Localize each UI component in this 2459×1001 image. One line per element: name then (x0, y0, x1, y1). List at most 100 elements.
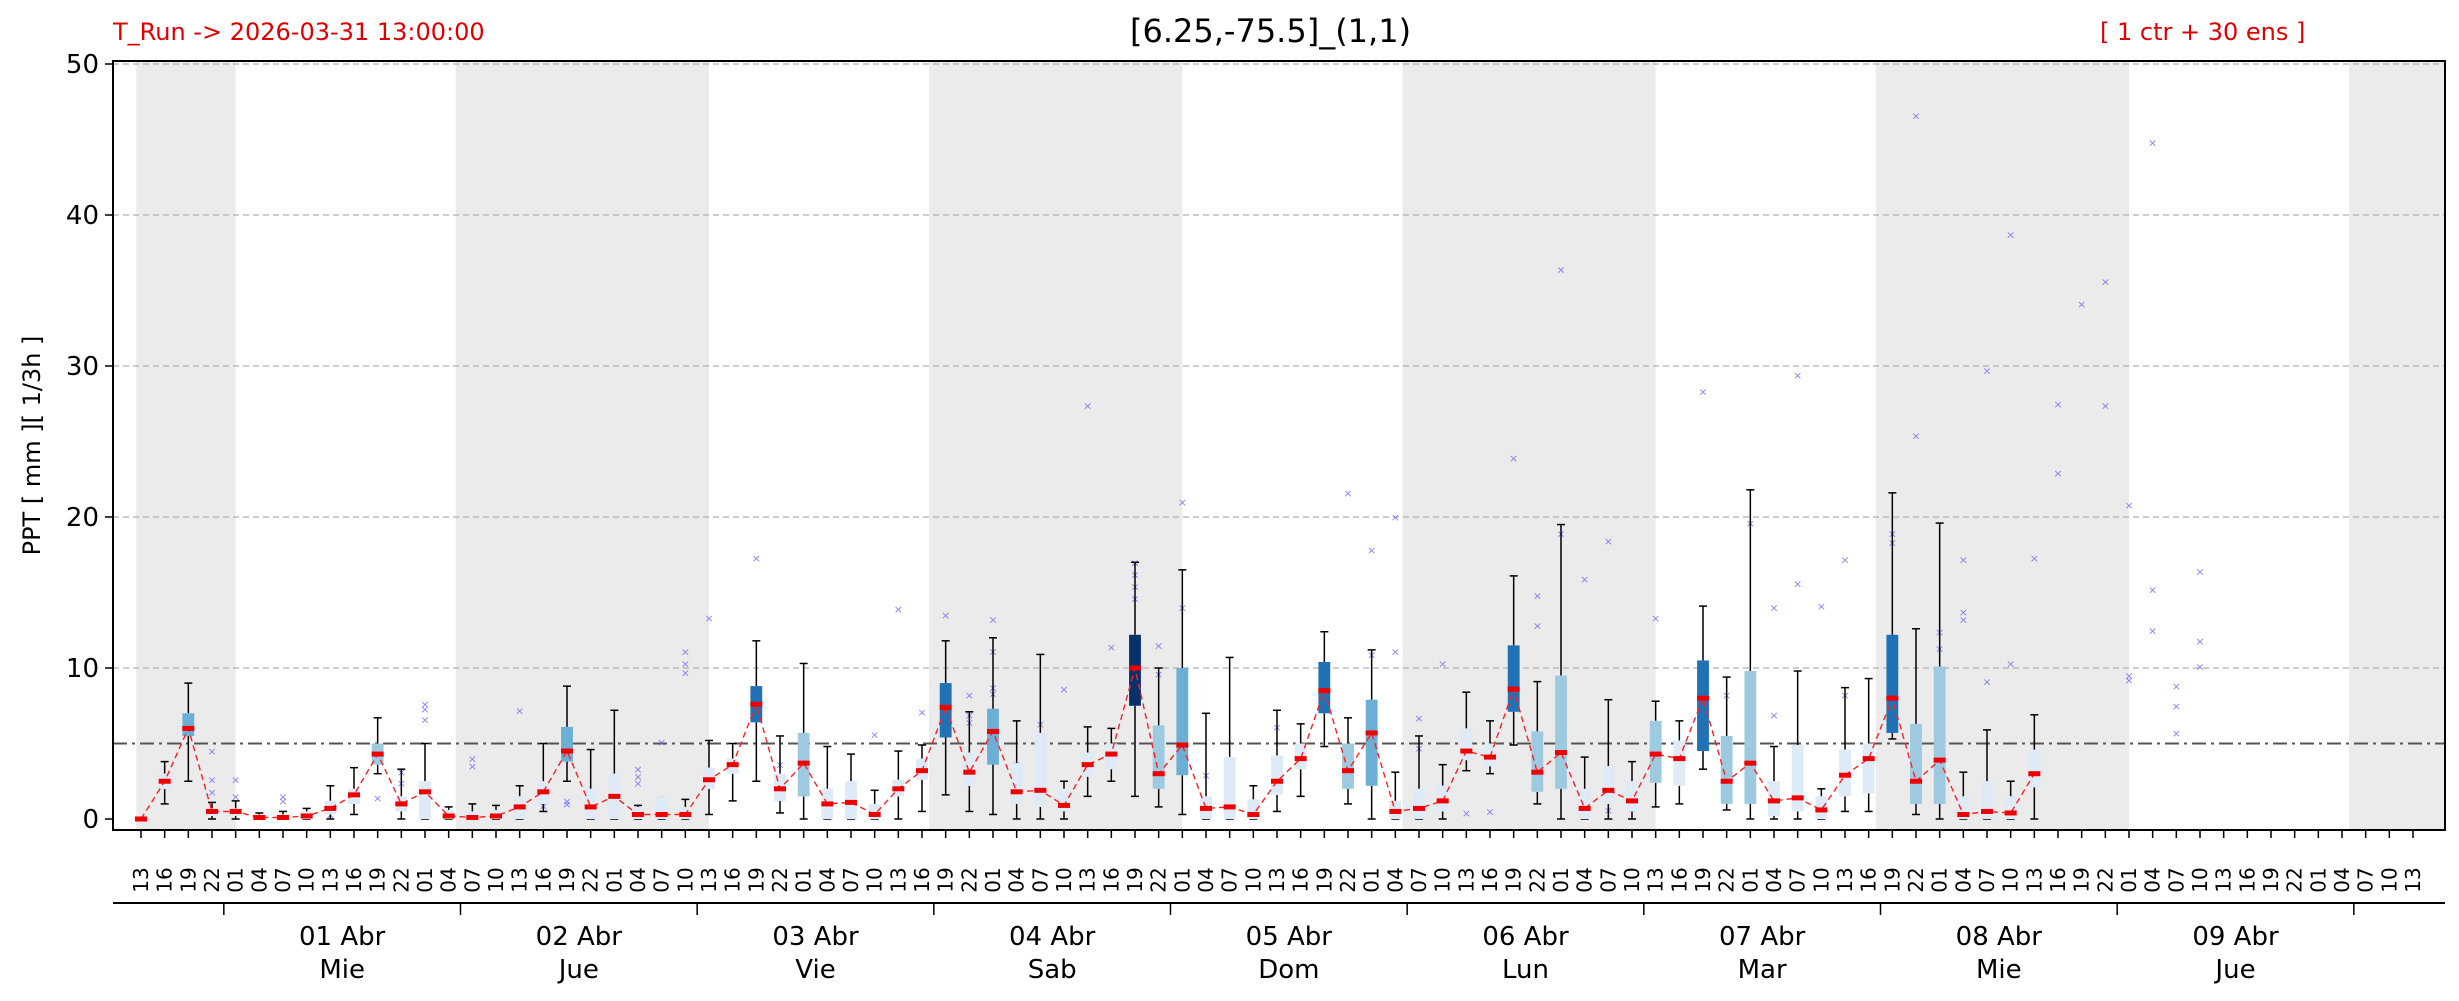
median-mark (1200, 805, 1212, 811)
hour-tick-label: 22 (1904, 867, 1928, 892)
outlier-mark: × (965, 689, 974, 702)
median-mark (750, 701, 763, 707)
outlier-mark: × (207, 745, 216, 758)
day-date-label: 02 Abr (536, 922, 623, 952)
outlier-mark: × (2172, 727, 2181, 740)
outlier-mark: × (1817, 600, 1826, 613)
hour-tick-label: 04 (626, 867, 650, 892)
hour-tick-label: 04 (247, 867, 271, 892)
hour-tick-label: 13 (2022, 867, 2046, 892)
median-mark (371, 751, 384, 757)
box (1318, 661, 1331, 714)
hour-tick-label: 04 (815, 867, 839, 892)
hour-tick-label: 22 (2093, 867, 2117, 892)
outlier-mark: × (1485, 805, 1494, 818)
median-mark (253, 814, 266, 820)
hour-tick-label: 04 (2141, 867, 2165, 892)
median-mark (1460, 748, 1473, 754)
hour-tick-label: 04 (437, 867, 461, 892)
hour-tick-label: 01 (1738, 867, 1762, 892)
hour-tick-label: 22 (1715, 867, 1739, 892)
box (1010, 763, 1023, 804)
outlier-mark: × (657, 736, 666, 749)
hour-tick-label: 01 (2306, 867, 2330, 892)
outlier-mark: × (633, 777, 642, 790)
y-tick-label: 40 (66, 201, 99, 231)
hour-tick-label: 10 (1052, 867, 1076, 892)
hour-tick-label: 19 (1312, 867, 1336, 892)
median-mark (726, 762, 739, 768)
hour-tick-label: 07 (1975, 867, 1999, 892)
median-mark (584, 804, 597, 810)
median-mark (1129, 665, 1141, 671)
median-mark (1342, 768, 1354, 774)
box (1034, 732, 1047, 807)
box (1223, 757, 1236, 819)
box (2004, 796, 2017, 819)
outlier-mark: × (207, 786, 216, 799)
outlier-mark: × (278, 790, 287, 803)
hour-tick-label: 16 (531, 867, 555, 892)
outlier-mark: × (2172, 680, 2181, 693)
hour-tick-label: 22 (579, 867, 603, 892)
box (939, 683, 952, 738)
hour-tick-label: 07 (460, 867, 484, 892)
hour-tick-label: 16 (910, 867, 934, 892)
outlier-mark: × (681, 645, 690, 658)
day-date-label: 09 Abr (2192, 922, 2279, 952)
hour-tick-label: 01 (224, 867, 248, 892)
outlier-mark: × (2124, 499, 2133, 512)
outlier-mark: × (1911, 429, 1920, 442)
median-mark (1247, 811, 1260, 817)
outlier-mark: × (420, 698, 429, 711)
day-weekday-label: Jue (557, 955, 599, 985)
box (1342, 743, 1354, 789)
hour-tick-label: 07 (2164, 867, 2188, 892)
hour-tick-label: 19 (366, 867, 390, 892)
outlier-mark: × (2124, 670, 2133, 683)
median-mark (1294, 756, 1307, 762)
box (1365, 699, 1378, 786)
hour-tick-label: 07 (839, 867, 863, 892)
median-mark (868, 811, 881, 817)
hour-tick-label: 22 (957, 867, 981, 892)
box (1673, 740, 1686, 786)
median-mark (1484, 754, 1496, 760)
hour-tick-label: 01 (1928, 867, 1952, 892)
day-weekday-label: Mie (1976, 955, 2022, 985)
outlier-mark: × (2124, 674, 2133, 687)
day-date-label: 05 Abr (1246, 922, 1333, 952)
hour-tick-label: 07 (1407, 867, 1431, 892)
hour-tick-label: 13 (129, 867, 153, 892)
box (1791, 745, 1804, 812)
box (2028, 749, 2041, 788)
hour-tick-label: 13 (2212, 867, 2236, 892)
median-mark (2004, 810, 2017, 816)
hour-tick-label: 16 (2046, 867, 2070, 892)
hour-tick-label: 16 (2235, 867, 2259, 892)
box (1720, 735, 1733, 804)
day-weekday-label: Dom (1258, 955, 1319, 985)
run-time-label: T_Run -> 2026-03-31 13:00:00 (113, 18, 485, 46)
outlier-mark: × (1651, 612, 1660, 625)
outlier-mark: × (420, 713, 429, 726)
hour-tick-label: 16 (153, 867, 177, 892)
median-mark (1626, 798, 1638, 804)
hour-tick-label: 04 (2330, 867, 2354, 892)
box (1152, 725, 1165, 789)
outlier-mark: × (1154, 639, 1163, 652)
outlier-mark: × (1769, 602, 1778, 615)
box (1602, 766, 1615, 804)
median-mark (892, 786, 905, 792)
hour-tick-label: 04 (1005, 867, 1029, 892)
box (1933, 666, 1946, 804)
day-weekday-label: Mie (319, 955, 365, 985)
hour-tick-label: 04 (1194, 867, 1218, 892)
outlier-mark: × (1533, 620, 1542, 633)
median-mark (1555, 750, 1567, 756)
hour-tick-label: 07 (1596, 867, 1620, 892)
hour-tick-label: 10 (2188, 867, 2212, 892)
hour-tick-label: 04 (1573, 867, 1597, 892)
box (1555, 675, 1567, 789)
